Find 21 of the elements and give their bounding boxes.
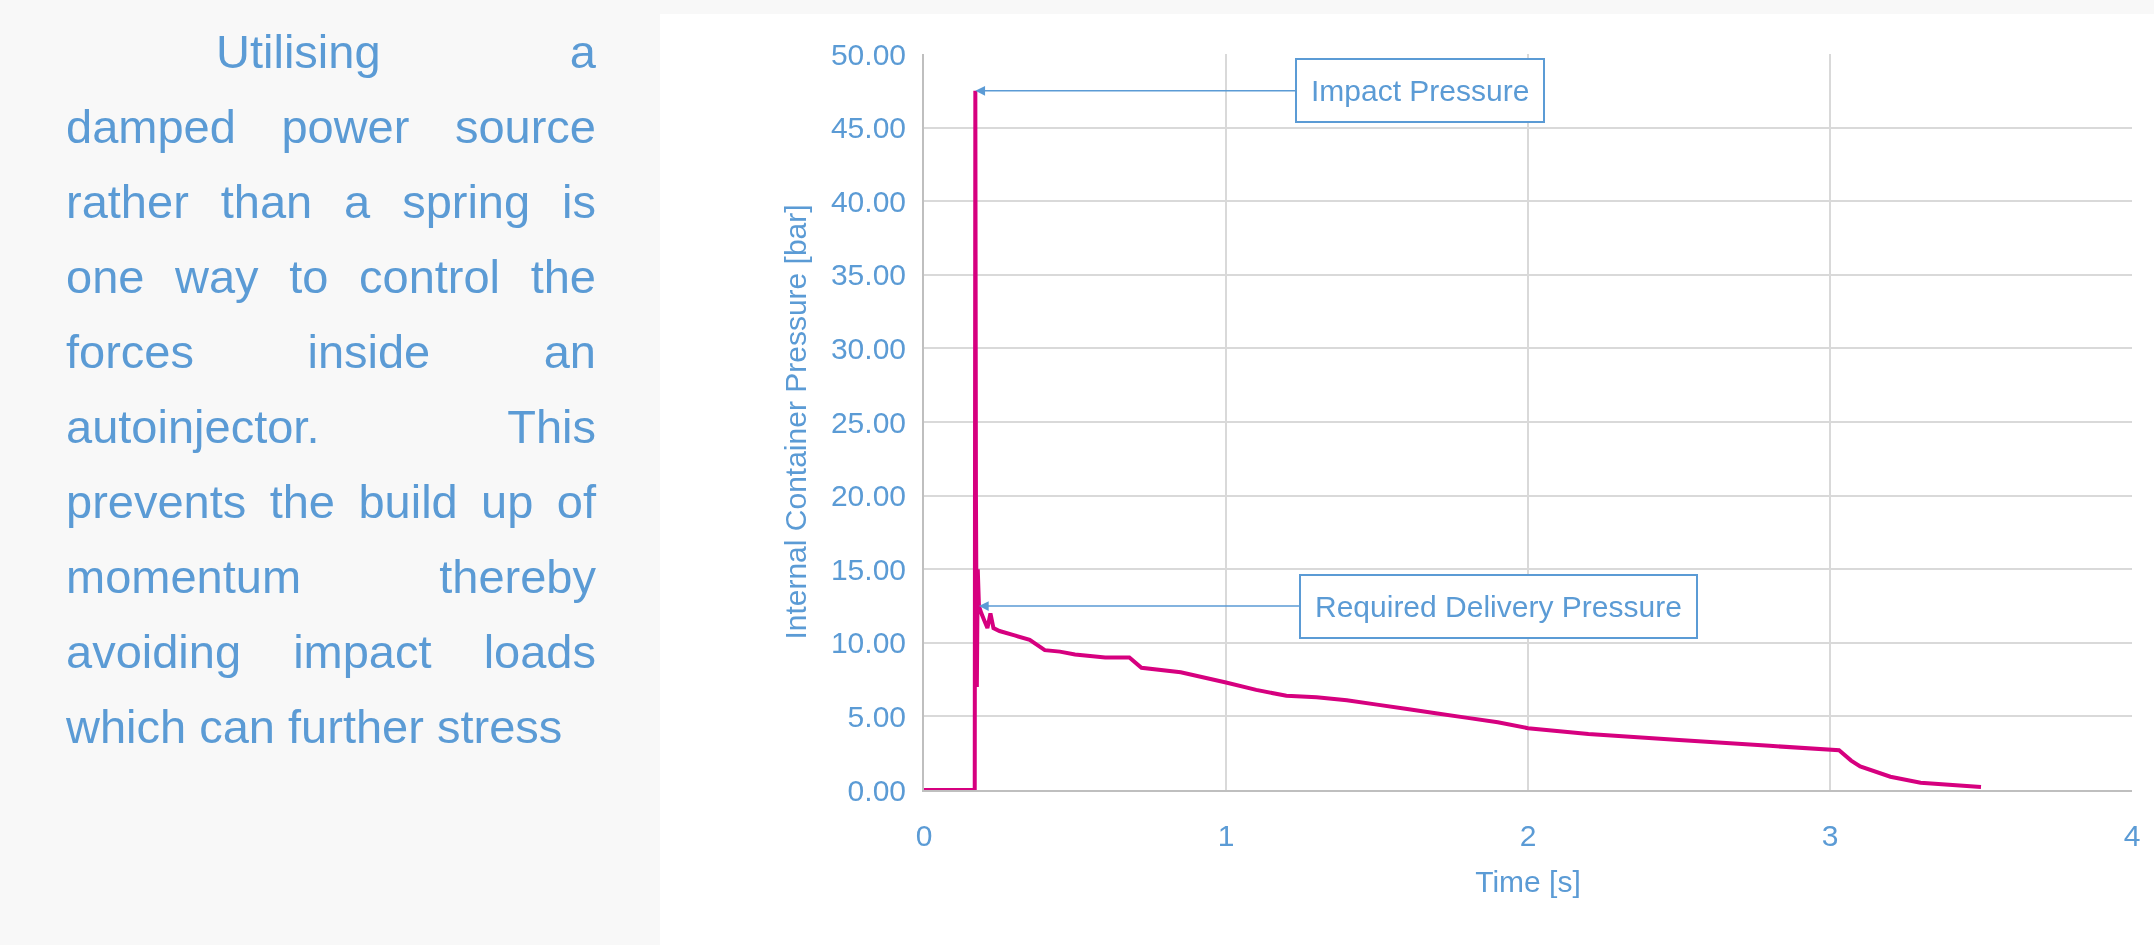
- y-tick-label: 35.00: [830, 258, 906, 292]
- y-axis-title: Internal Container Pressure [bar]: [779, 204, 813, 640]
- y-tick-label: 15.00: [830, 552, 906, 586]
- x-tick-label: 2: [1519, 819, 1537, 852]
- text: Utilising a damped power source rather than a spring is one way to control the forces inside an autoinjector. This prevents the build up of momentum thereby avoiding impact loads which can further stress: [66, 25, 596, 753]
- y-tick-label: 0.00: [847, 773, 906, 807]
- y-tick-label: 25.00: [830, 405, 906, 439]
- y-tick-label: 10.00: [830, 626, 906, 660]
- x-tick-label: 4: [2123, 819, 2141, 852]
- x-tick-label: 0: [915, 819, 933, 852]
- annotation: Impact Pressure: [1311, 74, 1530, 107]
- x-tick-label: 1: [1217, 819, 1235, 852]
- x-axis-title: Time [s]: [1475, 865, 1581, 898]
- y-tick-label: 45.00: [830, 111, 906, 145]
- x-tick-label: 3: [1821, 819, 1839, 852]
- y-tick-label: 20.00: [830, 479, 906, 513]
- y-tick-label: 30.00: [830, 331, 906, 365]
- annotation: Required Delivery Pressure: [1315, 590, 1682, 623]
- y-tick-label: 5.00: [847, 699, 906, 733]
- y-tick-label: 40.00: [830, 184, 906, 218]
- y-tick-label: 50.00: [830, 37, 906, 71]
